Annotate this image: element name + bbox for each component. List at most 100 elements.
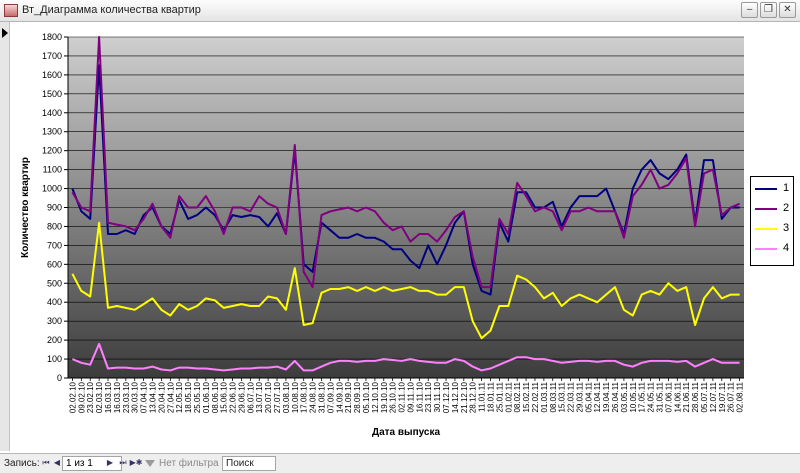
- x-tick-label: 02.03.10: [95, 381, 104, 413]
- x-tick-label: 17.05.11: [638, 381, 647, 412]
- y-tick-label: 1100: [43, 165, 62, 175]
- y-tick-label: 900: [47, 203, 62, 213]
- x-tick-label: 02.08.11: [736, 381, 745, 412]
- first-record-button[interactable]: ⏮: [42, 458, 50, 467]
- x-tick-label: 09.11.10: [406, 381, 415, 412]
- x-tick-label: 17.08.10: [300, 381, 309, 413]
- series-line: [72, 342, 740, 372]
- x-tick-label: 05.07.11: [700, 381, 709, 412]
- next-record-button[interactable]: ▶: [106, 458, 114, 467]
- x-tick-label: 07.04.10: [140, 381, 149, 413]
- record-number-field[interactable]: 1 из 1: [62, 456, 122, 471]
- legend-item: 4: [755, 241, 793, 255]
- last-record-button[interactable]: ⏭: [119, 458, 127, 467]
- y-tick-label: 800: [47, 221, 62, 231]
- x-tick-label: 13.07.10: [255, 381, 264, 413]
- x-tick-label: 24.05.11: [647, 381, 656, 412]
- x-tick-label: 25.05.10: [193, 381, 202, 413]
- minimize-button[interactable]: ‒: [741, 2, 758, 18]
- x-tick-label: 23.03.10: [122, 381, 131, 413]
- x-tick-label: 25.01.11: [495, 381, 504, 412]
- x-tick-label: 07.09.10: [326, 381, 335, 413]
- x-tick-label: 09.02.10: [77, 381, 86, 413]
- x-tick-label: 16.03.10: [113, 381, 122, 413]
- x-tick-label: 19.10.10: [380, 381, 389, 413]
- x-tick-label: 16.03.10: [104, 381, 113, 413]
- y-tick-label: 1400: [42, 108, 62, 118]
- x-tick-label: 18.01.11: [487, 381, 496, 412]
- filter-label: Нет фильтра: [159, 458, 219, 469]
- title-bar: Вт_Диаграмма количества квартир ‒ ❐ ✕: [0, 0, 800, 22]
- x-tick-label: 30.11.10: [433, 381, 442, 412]
- filter-indicator[interactable]: Нет фильтра: [145, 456, 219, 471]
- x-tick-label: 21.09.10: [344, 381, 353, 413]
- x-tick-label: 03.08.10: [282, 381, 291, 413]
- y-tick-label: 500: [47, 278, 62, 288]
- x-tick-label: 15.02.11: [522, 381, 531, 412]
- x-tick-label: 23.02.10: [86, 381, 95, 413]
- x-tick-label: 01.02.11: [504, 381, 513, 412]
- new-record-button[interactable]: ▶✱: [129, 458, 143, 467]
- prev-record-button[interactable]: ◀: [53, 458, 61, 467]
- form-icon: [4, 4, 18, 17]
- x-tick-label: 12.04.11: [593, 381, 602, 412]
- x-tick-label: 22.06.10: [229, 381, 238, 413]
- x-tick-label: 01.06.10: [202, 381, 211, 413]
- x-tick-label: 15.03.11: [558, 381, 567, 412]
- close-button[interactable]: ✕: [779, 2, 796, 18]
- chart-legend: 1 2 3 4: [750, 176, 794, 266]
- y-tick-label: 1500: [42, 89, 62, 99]
- x-tick-label: 07.06.11: [664, 381, 673, 412]
- legend-label: 4: [783, 242, 790, 254]
- chart: 0 100 200 300 400 500 600 700 800 900 1000 1100 1200…: [10, 22, 800, 452]
- x-tick-label: 29.06.10: [237, 381, 246, 413]
- current-record-icon: [2, 28, 8, 38]
- x-tick-label: 22.02.11: [531, 381, 540, 412]
- y-tick-label: 0: [57, 373, 62, 383]
- x-tick-label: 08.02.11: [513, 381, 522, 412]
- y-tick-label: 700: [47, 240, 62, 250]
- x-tick-label: 12.07.11: [709, 381, 718, 412]
- search-input[interactable]: Поиск: [222, 456, 276, 471]
- legend-swatch: [755, 228, 777, 230]
- x-tick-label: 19.04.11: [602, 381, 611, 412]
- y-tick-label: 400: [47, 297, 62, 307]
- x-tick-label: 14.09.10: [335, 381, 344, 413]
- series-line: [71, 221, 740, 340]
- x-tick-label: 08.03.11: [549, 381, 558, 412]
- legend-label: 3: [783, 222, 790, 234]
- restore-button[interactable]: ❐: [760, 2, 777, 18]
- x-tick-label: 18.05.10: [184, 381, 193, 413]
- y-tick-label: 1300: [42, 127, 62, 137]
- x-tick-label: 31.08.10: [318, 381, 327, 413]
- y-tick-label: 600: [47, 259, 62, 269]
- legend-swatch: [755, 188, 777, 190]
- x-tick-label: 28.09.10: [353, 381, 362, 413]
- x-tick-label: 10.08.10: [291, 381, 300, 413]
- x-tick-label: 30.03.10: [131, 381, 140, 413]
- legend-item: 2: [755, 201, 793, 215]
- filter-icon: [145, 460, 155, 467]
- y-tick-label: 100: [47, 354, 62, 364]
- record-label: Запись:: [4, 458, 40, 469]
- record-selector[interactable]: [0, 22, 10, 451]
- x-tick-label: 07.12.10: [442, 381, 451, 413]
- x-tick-label: 26.07.11: [727, 381, 736, 412]
- x-tick-label: 15.06.10: [220, 381, 229, 413]
- legend-label: 2: [783, 202, 790, 214]
- x-tick-label: 12.05.10: [175, 381, 184, 413]
- x-tick-label: 21.06.11: [682, 381, 691, 412]
- x-tick-label: 05.04.11: [584, 381, 593, 412]
- x-tick-label: 24.08.10: [309, 381, 318, 413]
- y-tick-label: 300: [47, 316, 62, 326]
- legend-swatch: [755, 248, 777, 250]
- x-tick-label: 28.12.10: [469, 381, 478, 413]
- x-tick-label: 26.04.11: [611, 381, 620, 412]
- legend-swatch: [755, 208, 777, 210]
- x-tick-label: 28.06.11: [691, 381, 700, 412]
- x-tick-label: 01.03.11: [540, 381, 549, 412]
- x-tick-label: 29.03.11: [575, 381, 584, 412]
- x-tick-label: 31.05.11: [656, 381, 665, 412]
- legend-item: 3: [755, 221, 793, 235]
- window-title: Вт_Диаграмма количества квартир: [22, 4, 201, 16]
